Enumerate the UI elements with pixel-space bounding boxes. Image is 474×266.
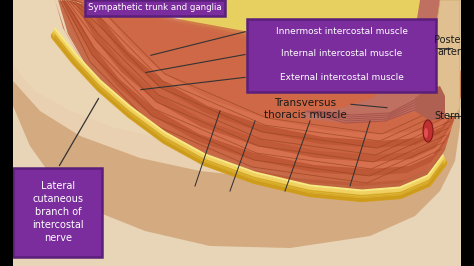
Text: Transversus
thoracis muscle: Transversus thoracis muscle bbox=[264, 98, 346, 120]
Polygon shape bbox=[432, 0, 460, 118]
Polygon shape bbox=[13, 0, 458, 148]
Polygon shape bbox=[62, 0, 455, 176]
Polygon shape bbox=[71, 0, 464, 148]
FancyBboxPatch shape bbox=[13, 168, 102, 256]
Polygon shape bbox=[75, 0, 468, 134]
Polygon shape bbox=[300, 0, 447, 123]
Text: Lateral
cutaneous
branch of
intercostal
nerve: Lateral cutaneous branch of intercostal … bbox=[32, 181, 84, 243]
Ellipse shape bbox=[423, 120, 433, 142]
Bar bbox=[461, 0, 474, 266]
Bar bbox=[0, 0, 13, 266]
Polygon shape bbox=[69, 0, 462, 155]
Text: Poste
arter: Poste arter bbox=[435, 35, 461, 57]
Polygon shape bbox=[13, 0, 460, 248]
Text: Innermost intercostal muscle: Innermost intercostal muscle bbox=[276, 27, 408, 35]
Polygon shape bbox=[175, 0, 445, 126]
Polygon shape bbox=[415, 86, 445, 121]
Polygon shape bbox=[58, 0, 451, 190]
Text: External intercostal muscle: External intercostal muscle bbox=[280, 73, 404, 81]
Polygon shape bbox=[64, 0, 457, 169]
FancyBboxPatch shape bbox=[247, 19, 437, 92]
Polygon shape bbox=[13, 0, 460, 178]
Polygon shape bbox=[60, 0, 453, 183]
Text: Stern: Stern bbox=[435, 111, 461, 121]
Ellipse shape bbox=[424, 128, 428, 138]
Text: Internal intercostal muscle: Internal intercostal muscle bbox=[282, 49, 402, 59]
Text: Sympathetic trunk and ganglia: Sympathetic trunk and ganglia bbox=[88, 3, 222, 13]
Polygon shape bbox=[66, 0, 459, 162]
Polygon shape bbox=[73, 0, 465, 141]
Polygon shape bbox=[55, 0, 447, 186]
